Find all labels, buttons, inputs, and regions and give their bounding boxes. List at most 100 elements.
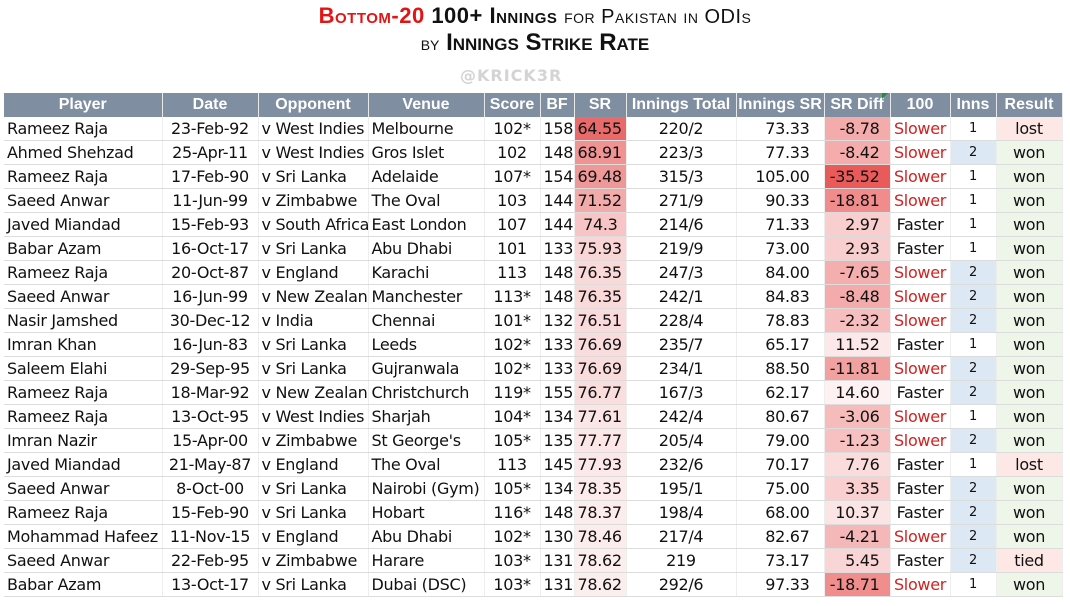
sr-diff-cell: -1.23	[824, 428, 891, 453]
innings-number-cell: 2	[950, 524, 997, 549]
venue-cell: Gros Islet	[368, 140, 485, 165]
opponent-cell: v England	[258, 260, 369, 285]
column-header[interactable]: Score	[484, 93, 541, 117]
innings-number-cell: 1	[950, 452, 997, 477]
table-row: Rameez Raja 20-Oct-87 v England Karachi 113 1…	[4, 260, 1063, 285]
table-row: Saeed Anwar 16-Jun-99 v New Zealand Manches…	[4, 284, 1063, 309]
table-row: Babar Azam 13-Oct-17 v Sri Lanka Dubai (DSC…	[4, 572, 1063, 597]
opponent-cell: v West Indies	[258, 117, 369, 141]
score-cell: 101	[484, 236, 541, 261]
sr-diff-cell: 7.76	[824, 452, 891, 477]
score-cell: 103	[484, 188, 541, 213]
chart-title: Bottom-20 100+ Innings for Pakistan in O…	[0, 3, 1070, 57]
venue-cell: Karachi	[368, 260, 485, 285]
innings-number-cell: 2	[950, 500, 997, 525]
column-header[interactable]: Player	[4, 93, 163, 117]
innings-sr-cell: 77.33	[736, 140, 825, 165]
table-row: Ahmed Shehzad 25-Apr-11 v West Indies Gros …	[4, 140, 1063, 165]
balls-faced-cell: 134	[540, 476, 575, 501]
strike-rate-cell: 76.35	[574, 260, 627, 285]
innings-sr-cell: 68.00	[736, 500, 825, 525]
column-header[interactable]: Opponent	[258, 93, 369, 117]
innings-number-cell: 1	[950, 572, 997, 597]
hundred-pace-cell: Slower	[890, 356, 951, 381]
balls-faced-cell: 133	[540, 332, 575, 357]
opponent-cell: v Sri Lanka	[258, 572, 369, 597]
score-cell: 113	[484, 260, 541, 285]
sr-diff-cell: -3.06	[824, 404, 891, 429]
column-header[interactable]: Innings Total	[626, 93, 737, 117]
innings-sr-cell: 62.17	[736, 380, 825, 405]
column-header[interactable]: Date	[162, 93, 259, 117]
venue-cell: The Oval	[368, 452, 485, 477]
innings-number-cell: 2	[950, 308, 997, 333]
hundred-pace-cell: Slower	[890, 140, 951, 165]
venue-cell: The Oval	[368, 188, 485, 213]
table-body: Rameez Raja 23-Feb-92 v West Indies Melbour…	[4, 117, 1063, 597]
innings-number-cell: 2	[950, 356, 997, 381]
sr-diff-cell: 2.97	[824, 212, 891, 237]
balls-faced-cell: 134	[540, 404, 575, 429]
column-header[interactable]: Innings SR	[736, 93, 825, 117]
venue-cell: Gujranwala	[368, 356, 485, 381]
column-header[interactable]: 100	[890, 93, 951, 117]
innings-sr-cell: 84.00	[736, 260, 825, 285]
innings-number-cell: 1	[950, 236, 997, 261]
innings-sr-cell: 73.33	[736, 117, 825, 141]
hundred-pace-cell: Faster	[890, 500, 951, 525]
innings-total-cell: 292/6	[626, 572, 737, 597]
sr-diff-cell: 11.52	[824, 332, 891, 357]
strike-rate-cell: 64.55	[574, 117, 627, 141]
player-cell: Javed Miandad	[4, 212, 163, 237]
date-cell: 15-Feb-93	[162, 212, 259, 237]
score-cell: 102*	[484, 356, 541, 381]
innings-sr-cell: 71.33	[736, 212, 825, 237]
opponent-cell: v West Indies	[258, 140, 369, 165]
title-red-text: Bottom-20	[318, 3, 425, 28]
sr-diff-cell: -8.48	[824, 284, 891, 309]
player-cell: Nasir Jamshed	[4, 308, 163, 333]
hundred-pace-cell: Slower	[890, 260, 951, 285]
hundred-pace-cell: Faster	[890, 332, 951, 357]
balls-faced-cell: 130	[540, 524, 575, 549]
venue-cell: St George's	[368, 428, 485, 453]
venue-cell: Abu Dhabi	[368, 236, 485, 261]
opponent-cell: v Sri Lanka	[258, 356, 369, 381]
innings-number-cell: 1	[950, 164, 997, 189]
venue-cell: Hobart	[368, 500, 485, 525]
column-header[interactable]: Venue	[368, 93, 485, 117]
result-cell: won	[996, 380, 1063, 405]
hundred-pace-cell: Faster	[890, 548, 951, 573]
venue-cell: Leeds	[368, 332, 485, 357]
table-row: Saeed Anwar 11-Jun-99 v Zimbabwe The Oval 10…	[4, 188, 1063, 213]
sr-diff-cell: -18.71	[824, 572, 891, 597]
result-cell: won	[996, 524, 1063, 549]
innings-number-cell: 2	[950, 260, 997, 285]
hundred-pace-cell: Slower	[890, 164, 951, 189]
table-row: Saeed Anwar 22-Feb-95 v Zimbabwe Harare 103*…	[4, 548, 1063, 573]
title-bold-text: 100+ Innings	[431, 3, 558, 28]
venue-cell: Adelaide	[368, 164, 485, 189]
result-cell: won	[996, 260, 1063, 285]
column-header[interactable]: BF	[540, 93, 575, 117]
hundred-pace-cell: Slower	[890, 428, 951, 453]
opponent-cell: v New Zealand	[258, 380, 369, 405]
sr-diff-cell: 3.35	[824, 476, 891, 501]
innings-sr-cell: 105.00	[736, 164, 825, 189]
player-cell: Rameez Raja	[4, 380, 163, 405]
column-header[interactable]: SR	[574, 93, 627, 117]
title-line-2: by Innings Strike Rate	[0, 29, 1070, 57]
venue-cell: Harare	[368, 548, 485, 573]
column-header[interactable]: SR Diff	[824, 93, 891, 117]
hundred-pace-cell: Faster	[890, 380, 951, 405]
date-cell: 30-Dec-12	[162, 308, 259, 333]
balls-faced-cell: 132	[540, 308, 575, 333]
column-header[interactable]: Result	[996, 93, 1063, 117]
player-cell: Saeed Anwar	[4, 476, 163, 501]
innings-total-cell: 220/2	[626, 117, 737, 141]
strike-rate-cell: 78.62	[574, 572, 627, 597]
title-metric-text: Innings Strike Rate	[446, 29, 650, 57]
strike-rate-cell: 68.91	[574, 140, 627, 165]
innings-sr-cell: 90.33	[736, 188, 825, 213]
column-header[interactable]: Inns	[950, 93, 997, 117]
